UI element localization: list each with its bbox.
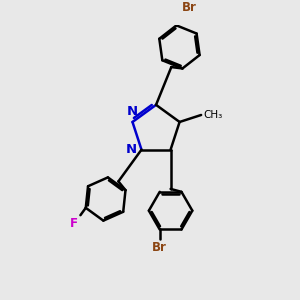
Text: Br: Br (152, 241, 167, 254)
Text: CH₃: CH₃ (203, 110, 223, 120)
Text: Br: Br (182, 1, 197, 14)
Text: F: F (70, 217, 78, 230)
Text: N: N (127, 105, 138, 118)
Text: N: N (126, 143, 137, 156)
